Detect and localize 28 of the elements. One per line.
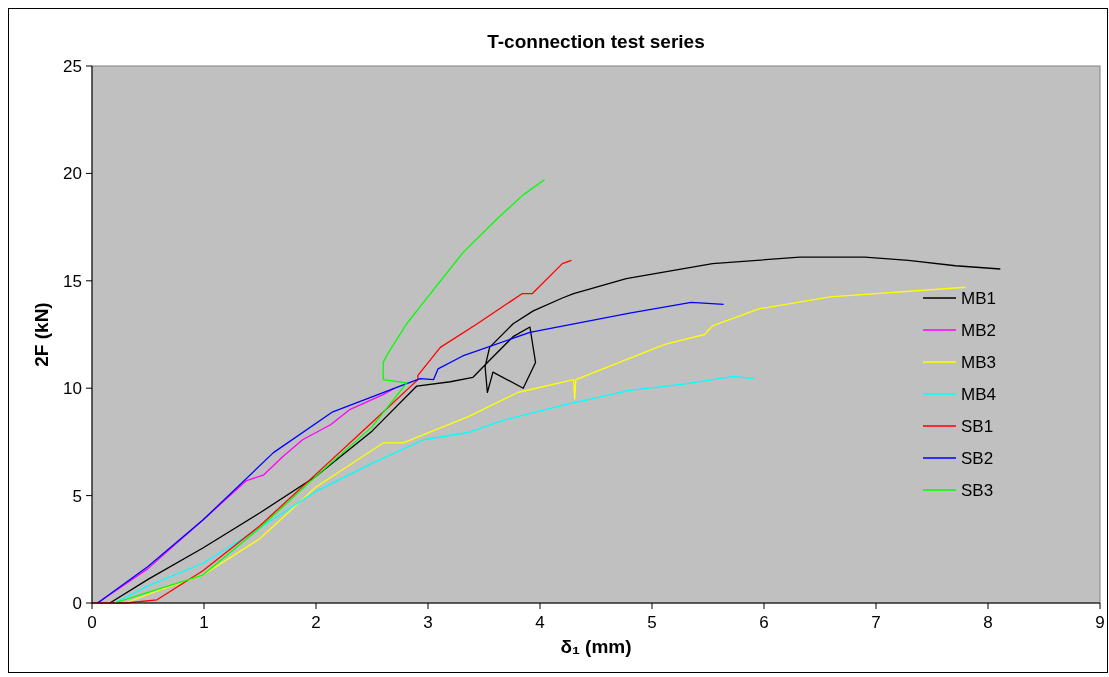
y-tick-label: 20	[63, 164, 82, 184]
y-tick-label: 10	[63, 379, 82, 399]
x-tick-label: 3	[423, 613, 433, 632]
x-tick-label: 6	[759, 613, 769, 632]
x-tick-label: 0	[87, 613, 97, 632]
legend-label: MB4	[961, 385, 996, 404]
y-axis-title: 2F (kN)	[31, 302, 52, 367]
legend-label: MB1	[961, 289, 996, 308]
x-tick-label: 5	[647, 613, 657, 632]
legend-label: MB2	[961, 321, 996, 340]
x-tick-label: 2	[311, 613, 321, 632]
x-tick-label: 9	[1095, 613, 1105, 632]
y-tick-label: 5	[72, 486, 82, 506]
x-tick-label: 7	[871, 613, 881, 632]
x-tick-label: 4	[535, 613, 545, 632]
line-series	[113, 375, 755, 604]
x-axis-title: δ₁ (mm)	[560, 636, 632, 657]
legend-label: SB2	[961, 449, 994, 468]
x-tick-label: 8	[983, 613, 993, 632]
y-tick-label: 25	[63, 57, 82, 76]
x-tick-label: 1	[199, 613, 209, 632]
legend-label: SB1	[961, 417, 994, 436]
legend-label: SB3	[961, 481, 994, 500]
chart-title: T-connection test series	[487, 31, 705, 52]
legend-label: MB3	[961, 353, 996, 372]
line-series	[96, 301, 725, 604]
y-tick-label: 15	[63, 271, 82, 291]
y-tick-label: 0	[72, 594, 82, 613]
